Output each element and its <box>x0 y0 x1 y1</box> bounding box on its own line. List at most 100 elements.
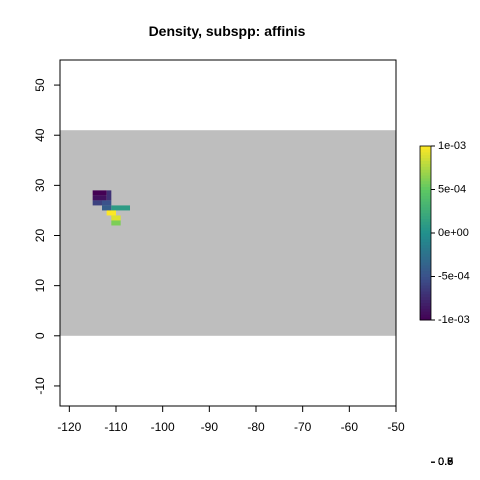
legend-color-band <box>420 302 431 306</box>
x-axis: -120 -110 -100 -90 -80 -70 -60 -50 <box>57 405 405 434</box>
legend-color-band <box>420 157 431 161</box>
legend-color-band <box>420 204 431 208</box>
legend-color-band <box>420 247 431 251</box>
legend-color-band <box>420 276 431 280</box>
legend-color-band <box>420 206 431 211</box>
y-tick-label: 10 <box>33 279 47 293</box>
y-tick-label: 30 <box>33 178 47 192</box>
legend-tick-label: 0.5 <box>438 456 453 468</box>
legend-color-band <box>420 198 431 202</box>
legend-color-band <box>420 264 431 269</box>
legend-color-band <box>420 305 431 309</box>
legend-color-band <box>420 163 431 167</box>
legend-tick-label: 0.9 <box>438 456 453 468</box>
density-cell <box>102 200 112 206</box>
density-cell <box>106 210 116 216</box>
legend-color-band <box>420 241 431 246</box>
x-tick-label: -60 <box>341 420 359 434</box>
legend-color-band <box>420 259 431 263</box>
legend-color-band <box>420 227 431 231</box>
legend-tick-label: -1e-03 <box>438 314 470 326</box>
legend-color-band <box>420 201 431 205</box>
legend-color-band <box>420 183 431 188</box>
chart-title: Density, subspp: affinis <box>149 23 306 39</box>
y-tick-label: 20 <box>33 229 47 243</box>
legend-color-band <box>420 192 431 196</box>
legend-tick-label: 0.6 <box>438 456 453 468</box>
legend-tick-label: -5e-04 <box>438 271 470 283</box>
x-tick-label: -110 <box>104 420 127 434</box>
density-cell <box>111 220 121 226</box>
density-cell <box>92 195 107 201</box>
legend-color-band <box>420 279 431 283</box>
legend-color-band <box>420 166 431 170</box>
legend-color-band <box>420 317 431 321</box>
legend-color-band <box>420 230 431 234</box>
legend-color-band <box>420 148 431 153</box>
legend-color-band <box>420 308 431 312</box>
legend-color-band <box>420 291 431 295</box>
density-cell <box>106 190 112 201</box>
density-cell <box>92 190 107 196</box>
legend-color-band <box>420 175 431 179</box>
legend-color-band <box>420 250 431 254</box>
legend-color-band <box>420 244 431 248</box>
legend-tick-label: 1e-03 <box>438 140 466 152</box>
legend-color-band <box>420 160 431 164</box>
legend-tick-label: 0.8 <box>438 456 453 468</box>
legend-color-band <box>420 172 431 176</box>
legend-color-band <box>420 285 431 289</box>
land-mask-region <box>60 130 396 336</box>
legend-color-band <box>420 215 431 219</box>
legend-color-band <box>420 299 431 304</box>
legend-color-band <box>420 273 431 277</box>
legend-color-band <box>420 177 431 182</box>
legend-tick-label: 0e+00 <box>438 227 469 239</box>
legend-color-band <box>420 212 431 217</box>
legend-color-band <box>420 233 431 237</box>
legend-color-band <box>420 262 431 266</box>
legend-color-band <box>420 146 431 150</box>
x-tick-label: -50 <box>387 420 405 434</box>
legend-color-band <box>420 288 431 292</box>
legend-color-band <box>420 154 431 159</box>
legend-color-band <box>420 218 431 222</box>
legend-tick-label: 0.7 <box>438 456 453 468</box>
legend-color-band <box>420 151 431 156</box>
legend-color-band <box>420 314 431 318</box>
legend-color-band <box>420 180 431 185</box>
density-cell <box>92 200 102 206</box>
plot-area <box>59 59 397 407</box>
y-axis: -10 0 10 20 30 40 50 <box>33 78 61 395</box>
y-tick-label: 40 <box>33 128 47 142</box>
x-tick-label: -100 <box>151 420 175 434</box>
legend-color-band <box>420 224 431 228</box>
density-cell <box>111 205 130 211</box>
legend-color-band <box>420 169 431 173</box>
legend-tick-label: 5e-04 <box>438 184 466 196</box>
legend-color-band <box>420 296 431 301</box>
legend-color-band <box>420 209 431 214</box>
legend-color-band <box>420 270 431 275</box>
x-tick-label: -70 <box>294 420 312 434</box>
legend-color-band <box>420 195 431 199</box>
legend-color-band <box>420 186 431 190</box>
legend-color-band <box>420 256 431 260</box>
x-tick-label: -90 <box>201 420 219 434</box>
legend-color-band <box>420 311 431 315</box>
y-tick-label: -10 <box>33 377 47 395</box>
legend-color-band <box>420 282 431 286</box>
legend-color-band <box>420 235 431 240</box>
color-legend: 1e-03 0.9 5e-04 0.80.7 0e+00 0.6 -5e-04 0.5 -1e-… <box>419 140 470 468</box>
legend-color-band <box>420 293 431 298</box>
density-cell <box>102 205 112 211</box>
y-tick-label: 0 <box>33 332 47 339</box>
y-tick-label: 50 <box>33 78 47 92</box>
legend-color-band <box>420 253 431 257</box>
legend-color-band <box>420 267 431 272</box>
legend-color-band <box>420 238 431 243</box>
legend-color-band <box>420 189 431 193</box>
density-cell <box>111 215 121 221</box>
x-tick-label: -80 <box>247 420 265 434</box>
